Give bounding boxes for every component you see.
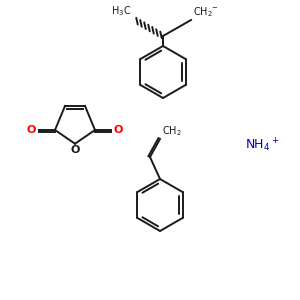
Text: CH$_2$: CH$_2$ (162, 124, 182, 138)
Text: O: O (70, 145, 80, 155)
Text: CH$_2$$^{-}$: CH$_2$$^{-}$ (193, 5, 219, 19)
Text: O: O (27, 125, 36, 135)
Text: H$_3$C: H$_3$C (111, 4, 131, 18)
Text: O: O (114, 125, 123, 135)
Text: NH$_4$$^+$: NH$_4$$^+$ (245, 136, 279, 154)
